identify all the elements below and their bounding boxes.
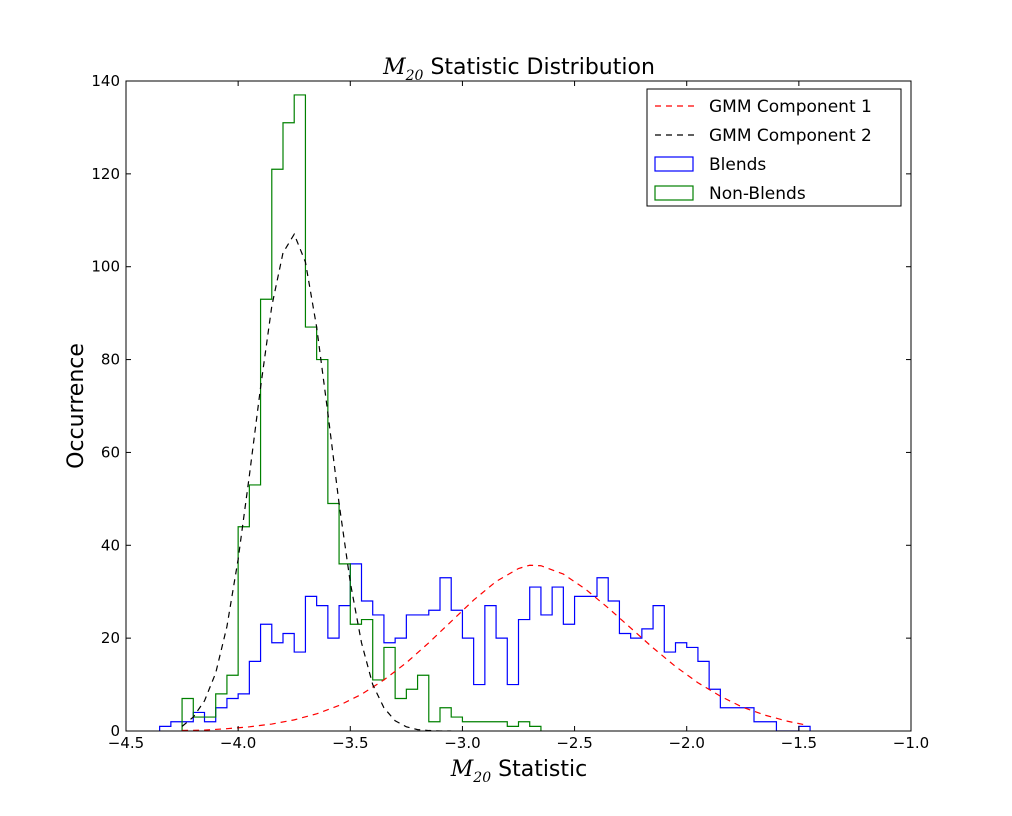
x-tick-label: −1.0 [893,734,929,752]
x-tick-label: −3.5 [332,734,368,752]
x-axis-title-subscript: 20 [472,770,491,786]
x-tick-label: −1.5 [781,734,817,752]
legend-label-gmm-component-1: GMM Component 1 [709,97,872,117]
y-tick-label: 60 [101,443,120,461]
x-tick-label: −2.0 [668,734,704,752]
plot-frame [125,80,912,732]
axis-ticks: −4.5 −4.0 −3.5 −3.0 −2.5 −2.0 −1.5 −1.0 0 20 40 60 8… [91,72,929,752]
y-tick-label: 100 [91,258,120,276]
chart-title-text: Statistic Distribution [423,55,654,80]
x-axis-title-text: Statistic [491,757,587,782]
x-axis-title-symbol: M [450,757,474,782]
legend-label-non-blends: Non-Blends [709,184,806,204]
x-tick-label: −3.0 [444,734,480,752]
chart-title: M20 Statistic Distribution [382,55,655,84]
series-blends-histogram [159,563,811,731]
series-gmm-component-2-curve [181,232,452,731]
y-axis-title: Occurrence [64,343,89,469]
series-gmm-component-1-curve [182,564,804,731]
plot-area [159,94,811,731]
series-non-blends-histogram [181,94,542,731]
x-tick-label: −4.0 [220,734,256,752]
chart-title-symbol: M [382,55,406,80]
x-tick-label: −4.5 [108,734,144,752]
y-tick-label: 80 [101,351,120,369]
y-tick-label: 0 [110,722,120,740]
legend-swatch-blends [654,156,694,172]
legend-label-gmm-component-2: GMM Component 2 [709,126,872,146]
y-tick-label: 40 [101,536,120,554]
x-tick-label: −2.5 [556,734,592,752]
x-axis-title: M20 Statistic [450,757,587,786]
y-tick-label: 20 [101,629,120,647]
legend-swatch-non-blends [654,185,694,201]
chart-title-subscript: 20 [405,68,424,84]
legend: GMM Component 1 GMM Component 2 Blends Non-… [646,88,902,207]
legend-label-blends: Blends [709,155,766,175]
y-tick-label: 120 [91,165,120,183]
y-tick-label: 140 [91,72,120,90]
